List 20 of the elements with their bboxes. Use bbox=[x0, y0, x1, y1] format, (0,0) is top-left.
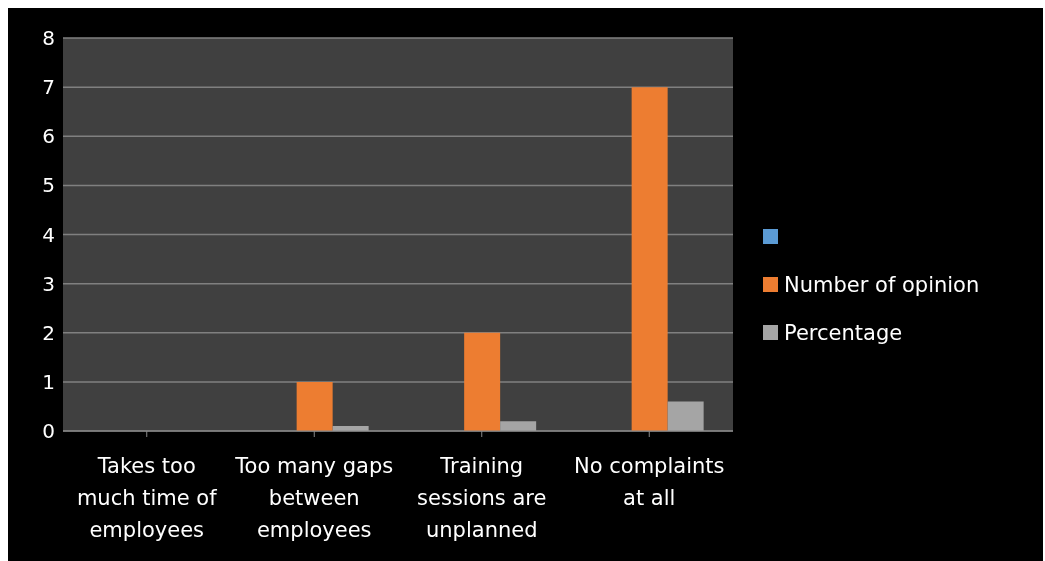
y-tick-label: 6 bbox=[42, 124, 55, 149]
y-tick-label: 8 bbox=[42, 26, 55, 51]
x-tick-label: Training sessions are unplanned bbox=[417, 454, 547, 542]
x-tick-label: Takes too much time of employees bbox=[76, 454, 218, 542]
y-tick-label: 7 bbox=[42, 75, 55, 100]
bar bbox=[631, 87, 668, 431]
legend-label: Number of opinion bbox=[783, 271, 981, 298]
x-tick-label: Too many gaps between employees bbox=[234, 454, 394, 542]
bar bbox=[500, 421, 537, 431]
y-tick-label: 2 bbox=[42, 320, 55, 345]
y-tick-label: 4 bbox=[42, 222, 55, 247]
bar bbox=[667, 401, 704, 431]
y-tick-label: 3 bbox=[42, 271, 55, 296]
y-tick-label: 0 bbox=[42, 419, 55, 444]
bar bbox=[296, 381, 333, 431]
y-tick-label: 5 bbox=[42, 173, 55, 198]
y-tick-label: 1 bbox=[42, 369, 55, 394]
bar bbox=[464, 332, 501, 431]
legend-label: Percentage bbox=[783, 319, 904, 346]
x-tick-label: No complaints at all bbox=[574, 454, 725, 510]
